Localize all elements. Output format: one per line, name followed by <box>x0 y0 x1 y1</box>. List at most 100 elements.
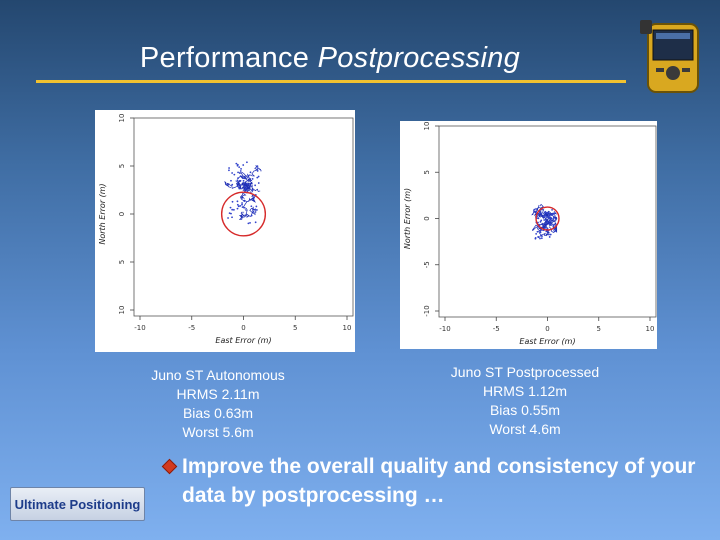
hrms-circle <box>220 191 267 237</box>
error-track <box>238 209 248 220</box>
caption-line: Worst 4.6m <box>489 421 561 437</box>
error-point <box>256 165 259 168</box>
error-point <box>254 221 257 224</box>
error-track <box>224 180 240 189</box>
error-point <box>237 171 239 174</box>
error-point <box>537 236 540 238</box>
error-point <box>249 221 251 224</box>
logo-text: Ultimate Positioning <box>14 496 141 512</box>
error-point <box>553 230 556 233</box>
error-point <box>254 184 257 187</box>
error-point <box>546 221 549 224</box>
y-axis-label: North Error (m) <box>403 188 412 249</box>
error-point <box>239 179 242 182</box>
error-point <box>536 230 539 233</box>
error-point <box>549 220 552 223</box>
error-point <box>539 231 542 234</box>
error-track <box>239 192 248 211</box>
error-point <box>551 209 553 211</box>
y-tick-label: -10 <box>423 305 431 316</box>
error-point <box>533 208 536 211</box>
autonomous-caption: Juno ST Autonomous HRMS 2.11m Bias 0.63m… <box>125 366 311 442</box>
error-point <box>251 178 254 180</box>
error-point <box>250 214 253 217</box>
bullet-text: Improve the overall quality and consiste… <box>182 455 696 507</box>
error-point <box>241 202 243 204</box>
error-point <box>540 219 543 222</box>
caption-line: Worst 5.6m <box>182 424 254 440</box>
error-point <box>238 166 241 169</box>
error-point <box>228 212 231 215</box>
y-tick-label: 0 <box>423 216 431 220</box>
error-point <box>552 218 555 220</box>
y-tick-label: 5 <box>118 260 126 264</box>
error-point <box>239 175 242 178</box>
error-point <box>241 203 243 206</box>
error-point <box>231 208 234 211</box>
postprocessed-plot: -10 -5 0 5 10 10 5 0 -5 -10 East Error (m) North Er… <box>400 121 657 349</box>
error-point <box>534 237 537 240</box>
error-point <box>551 213 554 216</box>
error-point <box>547 215 550 218</box>
x-tick-label: 5 <box>293 324 297 332</box>
error-point <box>242 164 245 166</box>
error-point <box>541 235 543 238</box>
error-point <box>231 200 234 203</box>
x-tick-label: -5 <box>188 324 195 332</box>
x-tick-label: 5 <box>597 325 601 333</box>
error-point <box>255 205 258 208</box>
error-point <box>549 216 552 219</box>
caption-line: Bias 0.63m <box>182 405 254 421</box>
error-point <box>250 205 253 208</box>
error-point <box>549 222 552 225</box>
error-point <box>231 183 234 186</box>
error-point <box>253 196 255 199</box>
y-tick-label: 10 <box>423 122 431 131</box>
scatter-tracks <box>224 161 262 225</box>
error-point <box>545 211 548 214</box>
error-point <box>236 185 239 188</box>
error-point <box>549 233 552 236</box>
y-tick-label: 5 <box>423 170 431 174</box>
error-point <box>240 167 242 170</box>
caption-line: Bias 0.55m <box>489 402 561 418</box>
x-tick-label: -10 <box>134 324 145 332</box>
error-point <box>231 216 233 219</box>
y-axis-label: North Error (m) <box>98 183 107 244</box>
error-point <box>232 208 235 211</box>
caption-line: Juno ST Autonomous <box>151 367 285 383</box>
error-point <box>246 182 249 185</box>
error-point <box>233 173 236 176</box>
error-point <box>548 233 550 236</box>
handheld-device-icon <box>638 18 710 96</box>
error-point <box>229 206 232 209</box>
y-tick-label: 10 <box>118 306 126 315</box>
x-tick-label: -5 <box>493 325 500 333</box>
x-tick-label: 10 <box>646 325 655 333</box>
scatter-tracks <box>531 203 558 240</box>
error-point <box>548 236 551 238</box>
error-point <box>247 174 250 177</box>
error-point <box>552 216 555 218</box>
error-point <box>228 169 230 172</box>
x-axis-label: East Error (m) <box>519 337 575 346</box>
y-tick-label: -5 <box>423 261 431 268</box>
error-point <box>228 167 230 169</box>
error-point <box>239 204 242 207</box>
error-point <box>230 179 232 182</box>
error-point <box>231 172 234 174</box>
error-point <box>256 170 259 172</box>
error-point <box>257 175 260 178</box>
error-track <box>237 175 253 187</box>
error-point <box>252 210 255 213</box>
x-tick-label: -10 <box>439 325 450 333</box>
error-point <box>553 212 556 215</box>
caption-line: HRMS 1.12m <box>482 383 568 399</box>
autonomous-plot: -10 -5 0 5 10 10 5 0 5 10 East Error (m) North Erro… <box>95 110 355 352</box>
error-point <box>236 179 239 182</box>
title-plain: Performance <box>139 42 310 74</box>
error-point <box>242 179 245 182</box>
error-track <box>531 203 544 216</box>
error-point <box>243 206 245 209</box>
error-point <box>535 232 538 235</box>
